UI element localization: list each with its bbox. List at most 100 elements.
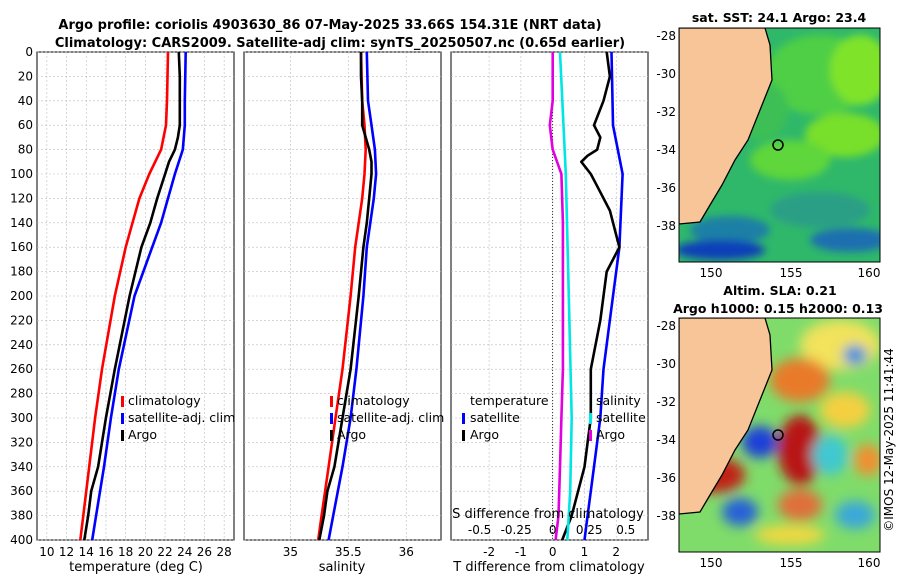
sla-xtick: 155 [780, 556, 803, 570]
depth-tick-label: 160 [10, 240, 33, 254]
depth-tick-label: 240 [10, 338, 33, 352]
sst-ytick: -28 [656, 29, 676, 43]
x-tick-labels: 10 12 14 16 18 20 22 24 26 28 35 35.5 36 -2 -1 0 1 2-0.5-… [39, 523, 635, 559]
x-tick-label: 12 [59, 545, 74, 559]
depth-tick-label: 280 [10, 387, 33, 401]
sla-ytick: -30 [656, 357, 676, 371]
sla-ytick: -32 [656, 395, 676, 409]
depth-tick-label: 260 [10, 362, 33, 376]
difference-legend: temperature satellite Argo salinity sate… [462, 393, 646, 442]
legend-label-satellite: satellite-adj. clim [128, 410, 235, 425]
series-line-salinity-satellite [558, 51, 574, 541]
legend-swatch-temp-argo [462, 430, 465, 441]
title-line-2: Climatology: CARS2009. Satellite-adj cli… [55, 36, 625, 51]
series-line-temperature-satellite [583, 51, 624, 541]
sst-map [679, 28, 880, 262]
sla-argo-marker [772, 429, 784, 441]
profile-series [79, 51, 624, 541]
sst-ytick: -38 [656, 219, 676, 233]
depth-tick-label: 400 [10, 533, 33, 547]
x-tick-label: 36 [399, 545, 414, 559]
legend-label-temp-argo: Argo [470, 427, 499, 442]
sst-xtick: 160 [858, 266, 881, 280]
depth-tick-label: 140 [10, 216, 33, 230]
x-tick-label: 22 [157, 545, 172, 559]
series-line-argo [318, 52, 373, 541]
legend-label-argo: Argo [337, 427, 366, 442]
legend-swatch-argo [330, 430, 333, 441]
sst-ytick: -32 [656, 105, 676, 119]
temperature-legend: climatology satellite-adj. clim Argo [121, 393, 235, 442]
x-tick-label: -1 [515, 545, 527, 559]
temperature-x-label: temperature (deg C) [69, 560, 203, 575]
x-tick-label: 24 [177, 545, 192, 559]
x-tick-label: 20 [138, 545, 153, 559]
depth-tick-label: 180 [10, 265, 33, 279]
x-tick-label: 1 [581, 545, 589, 559]
x-tick-label: 35.5 [335, 545, 362, 559]
legend-label-climatology: climatology [128, 393, 201, 408]
x-tick-label: 18 [118, 545, 133, 559]
legend-swatch-argo [121, 430, 124, 441]
depth-tick-label: 340 [10, 460, 33, 474]
legend-label-temp-satellite: satellite [470, 410, 520, 425]
legend-label-climatology: climatology [337, 393, 410, 408]
sla-map-title: Altim. SLA: 0.21 [723, 283, 836, 298]
salinity-x-label: salinity [319, 560, 366, 575]
sst-ytick: -36 [656, 181, 676, 195]
top-x-tick-label: -0.25 [501, 523, 532, 537]
x-tick-label: 28 [217, 545, 232, 559]
top-x-tick-label: -0.5 [468, 523, 491, 537]
top-x-tick-label: 0 [549, 523, 557, 537]
sla-xtick: 150 [700, 556, 723, 570]
difference-x-label: T difference from climatology [452, 560, 645, 575]
legend-swatch-sal-argo [589, 430, 592, 441]
credit-text: ©IMOS 12-May-2025 11:41:44 [882, 348, 896, 532]
depth-tick-label: 320 [10, 435, 33, 449]
series-line-climatology [79, 51, 170, 541]
sla-ytick: -36 [656, 471, 676, 485]
depth-tick-label: 120 [10, 191, 33, 205]
difference-top-x-label: S difference from climatology [452, 507, 644, 522]
depth-tick-label: 60 [18, 118, 33, 132]
sla-map [679, 318, 880, 552]
legend-label-sal-satellite: satellite [596, 410, 646, 425]
depth-tick-label: 360 [10, 484, 33, 498]
sst-argo-marker [772, 139, 784, 151]
sst-patches [679, 35, 880, 260]
x-tick-label: 26 [197, 545, 212, 559]
sla-map-subtitle: Argo h1000: 0.15 h2000: 0.13 [673, 301, 883, 316]
x-tick-label: 0 [549, 545, 557, 559]
series-line-temperature-argo [560, 51, 621, 541]
depth-tick-label: 100 [10, 167, 33, 181]
depth-tick-label: 200 [10, 289, 33, 303]
legend-heading-temperature: temperature [470, 393, 549, 408]
sst-land [679, 28, 773, 225]
x-tick-label: 16 [98, 545, 113, 559]
legend-label-argo: Argo [128, 427, 157, 442]
x-tick-label: 35 [283, 545, 298, 559]
series-line-satellite-adj-clim [327, 51, 378, 541]
legend-swatch-sal-satellite [589, 413, 592, 424]
depth-tick-label: 40 [18, 94, 33, 108]
series-line-satellite-adj-clim [90, 51, 187, 541]
depth-tick-label: 380 [10, 509, 33, 523]
sst-map-title: sat. SST: 24.1 Argo: 23.4 [692, 10, 867, 25]
x-tick-label: 14 [79, 545, 94, 559]
salinity-legend: climatology satellite-adj. clim Argo [330, 393, 444, 442]
sst-xtick: 155 [780, 266, 803, 280]
depth-tick-label: 220 [10, 313, 33, 327]
legend-swatch-temp-satellite [462, 413, 465, 424]
legend-swatch-satellite [121, 413, 124, 424]
sla-ytick: -34 [656, 433, 676, 447]
series-line-argo [83, 51, 182, 541]
top-x-tick-label: 0.5 [616, 523, 635, 537]
top-x-tick-label: 0.25 [576, 523, 603, 537]
sst-map-frame [678, 27, 881, 263]
depth-tick-labels: 0 20 40 60 80 100 120 140 160 180 200 220 240 260 280 3… [10, 45, 33, 547]
legend-swatch-climatology [330, 396, 333, 407]
legend-swatch-climatology [121, 396, 124, 407]
depth-tick-label: 0 [25, 45, 33, 59]
series-line-salinity-argo [548, 52, 565, 541]
